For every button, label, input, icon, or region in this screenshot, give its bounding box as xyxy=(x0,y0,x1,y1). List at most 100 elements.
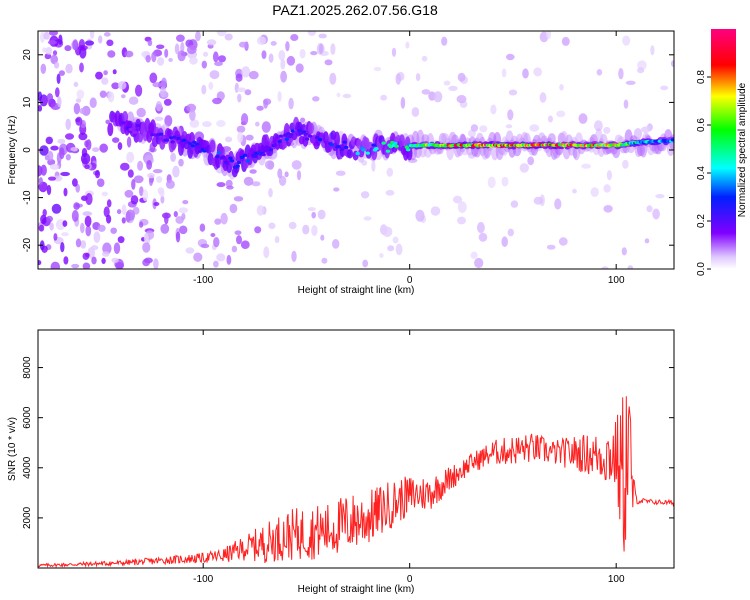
ridge-core xyxy=(290,129,295,133)
ridge-core xyxy=(394,144,399,148)
noise-blob xyxy=(160,223,170,234)
noise-blob xyxy=(38,105,43,112)
noise-blob xyxy=(508,89,518,96)
noise-blob xyxy=(160,195,165,204)
colorbar-tick-label: 0.6 xyxy=(696,118,707,132)
noise-blob xyxy=(199,223,206,232)
ridge-core xyxy=(132,130,138,134)
noise-blob xyxy=(241,113,249,126)
spectrogram-x-label: Height of straight line (km) xyxy=(298,285,415,296)
noise-blob xyxy=(559,84,564,91)
noise-blob xyxy=(603,126,611,134)
noise-blob xyxy=(478,232,488,242)
noise-blob xyxy=(139,186,144,197)
noise-blob xyxy=(152,169,163,174)
noise-blob xyxy=(101,257,106,264)
noise-blob xyxy=(452,195,463,204)
ridge-core xyxy=(670,138,674,142)
ridge-core xyxy=(223,160,229,164)
noise-blob xyxy=(245,134,254,141)
noise-blob xyxy=(456,95,467,104)
noise-blob xyxy=(48,176,56,181)
noise-blob xyxy=(240,240,250,249)
noise-blob xyxy=(38,224,45,232)
noise-blob xyxy=(202,121,212,128)
ridge-core xyxy=(245,159,250,163)
noise-blob xyxy=(225,136,233,143)
noise-blob xyxy=(121,94,126,99)
ridge-core xyxy=(343,145,349,149)
noise-blob xyxy=(392,236,399,244)
noise-blob xyxy=(117,81,127,90)
noise-blob xyxy=(124,189,134,198)
noise-blob xyxy=(268,53,274,63)
noise-blob xyxy=(234,230,242,235)
noise-blob xyxy=(510,200,519,208)
noise-blob xyxy=(133,175,144,184)
ridge-core xyxy=(187,141,193,146)
noise-blob xyxy=(96,178,105,187)
noise-blob xyxy=(91,245,99,251)
noise-blob xyxy=(81,105,91,116)
noise-blob xyxy=(362,259,369,268)
noise-blob xyxy=(71,263,80,269)
noise-blob xyxy=(79,62,84,73)
noise-blob xyxy=(131,179,136,190)
noise-blob xyxy=(47,40,58,45)
noise-blob xyxy=(637,67,645,74)
noise-blob xyxy=(60,171,70,177)
ridge-core xyxy=(192,140,197,144)
noise-blob xyxy=(507,228,514,237)
noise-blob xyxy=(330,43,336,55)
noise-blob xyxy=(670,60,674,68)
noise-blob xyxy=(290,34,299,41)
noise-blob xyxy=(256,105,264,111)
ridge-core xyxy=(381,141,386,145)
noise-blob xyxy=(280,58,286,70)
snr-y-ticks: 2000 4000 6000 8000 xyxy=(22,356,674,529)
ridge-core xyxy=(239,155,245,159)
noise-blob xyxy=(652,208,660,220)
noise-blob xyxy=(251,181,261,187)
noise-blob xyxy=(256,205,265,216)
noise-blob xyxy=(627,265,634,269)
noise-blob xyxy=(236,125,246,133)
noise-blob xyxy=(317,209,326,220)
ridge-core xyxy=(393,141,398,145)
noise-blob xyxy=(501,236,509,247)
noise-blob xyxy=(189,109,196,121)
noise-blob xyxy=(527,156,535,166)
noise-blob xyxy=(430,206,441,216)
noise-blob xyxy=(64,45,72,52)
noise-blob xyxy=(644,238,650,244)
noise-blob xyxy=(385,189,395,196)
ridge-core xyxy=(317,138,323,142)
colorbar: 0.0 0.2 0.4 0.6 0.8 Normalized spectral ampl… xyxy=(696,29,748,276)
noise-blob xyxy=(236,87,247,93)
ridge-core xyxy=(361,148,366,152)
noise-blob xyxy=(501,68,507,78)
noise-blob xyxy=(321,257,328,264)
ridge-core xyxy=(385,149,391,153)
noise-blob xyxy=(235,73,243,82)
ridge-core xyxy=(171,135,177,139)
noise-blob xyxy=(151,51,157,63)
noise-blob xyxy=(82,252,90,260)
noise-blob xyxy=(231,245,238,253)
noise-blob xyxy=(103,70,108,76)
noise-blob xyxy=(72,178,78,187)
noise-blob xyxy=(89,31,95,39)
colorbar-label: Normalized spectral amplitude xyxy=(737,82,748,217)
noise-blob xyxy=(65,118,71,130)
noise-blob xyxy=(101,191,109,197)
noise-blob xyxy=(159,189,165,197)
noise-blob xyxy=(237,131,244,143)
noise-blob xyxy=(179,225,188,235)
noise-blob xyxy=(505,124,513,129)
noise-blob xyxy=(85,193,93,205)
noise-blob xyxy=(606,170,613,181)
noise-blob xyxy=(161,91,169,98)
noise-blob xyxy=(448,85,458,91)
noise-blob xyxy=(533,196,544,205)
noise-blob xyxy=(285,41,290,52)
